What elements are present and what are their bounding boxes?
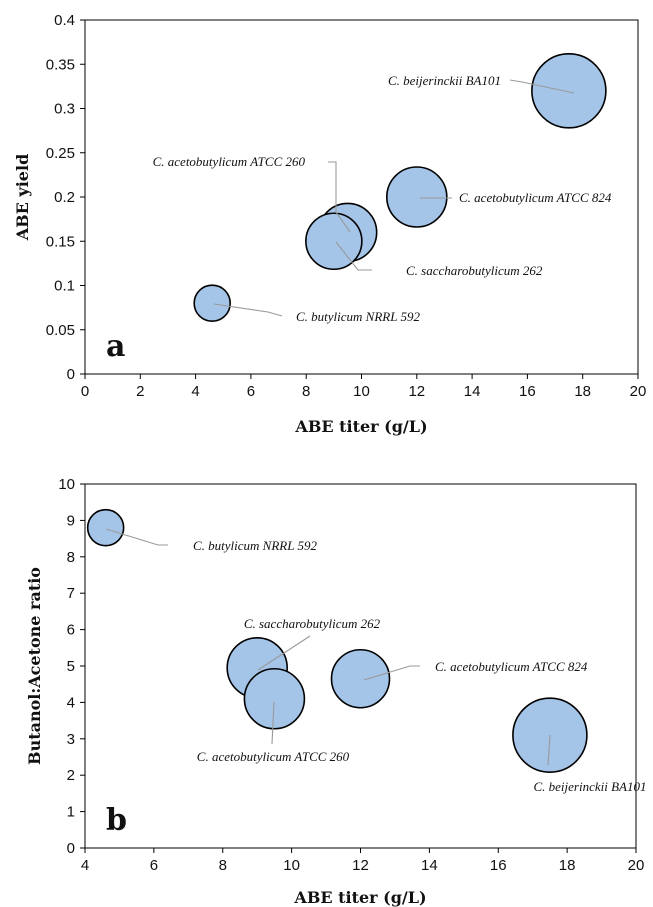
x-tick-label: 4 [191, 383, 199, 400]
point-label: C. saccharobutylicum 262 [244, 616, 381, 631]
y-tick-label: 0 [67, 840, 75, 857]
y-tick-label: 0.1 [54, 278, 75, 295]
x-tick-label: 14 [464, 383, 481, 400]
y-tick-label: 6 [67, 622, 75, 639]
bubble-point [385, 166, 448, 228]
point-label: C. beijerinckii BA101 [533, 779, 646, 794]
bubble-point [305, 212, 363, 271]
bubble-point [330, 648, 391, 709]
bubble-point [243, 667, 306, 730]
x-tick-label: 0 [81, 383, 89, 400]
x-tick-label: 16 [490, 857, 507, 874]
y-tick-label: 2 [67, 767, 75, 784]
point-label: C. saccharobutylicum 262 [406, 263, 543, 278]
panel-label: b [106, 803, 127, 838]
x-tick-label: 14 [421, 857, 438, 874]
x-tick-label: 4 [81, 857, 89, 874]
x-tick-label: 16 [519, 383, 536, 400]
leader-line [363, 665, 420, 681]
y-axis-title: ABE yield [13, 154, 32, 242]
y-axis-title: Butanol:Acetone ratio [25, 567, 44, 765]
x-tick-label: 8 [302, 383, 310, 400]
y-tick-label: 9 [67, 512, 75, 529]
x-tick-label: 12 [408, 383, 425, 400]
y-tick-label: 0.35 [46, 56, 75, 73]
point-label: C. acetobutylicum ATCC 824 [435, 659, 588, 674]
panel-a: 0 2 4 6 8 10 12 14 16 18 20 0 0.05 0.1 0.15 0.2 0.25 0.3 0… [13, 12, 646, 436]
leader-line [328, 161, 351, 233]
point-label: C. butylicum NRRL 592 [296, 309, 420, 324]
x-axis-title: ABE titer (g/L) [294, 417, 427, 436]
x-tick-label: 6 [150, 857, 158, 874]
point-label: C. acetobutylicum ATCC 824 [459, 190, 612, 205]
y-tick-label: 0.15 [46, 233, 75, 250]
point-label: C. butylicum NRRL 592 [193, 538, 317, 553]
leader-line [105, 528, 168, 546]
bubble-point [531, 53, 607, 129]
x-tick-label: 20 [630, 383, 647, 400]
y-tick-label: 0 [67, 366, 75, 383]
x-tick-label: 2 [136, 383, 144, 400]
x-tick-label: 6 [247, 383, 255, 400]
y-tick-label: 1 [67, 804, 75, 821]
leader-line [257, 635, 311, 671]
point-label: C. acetobutylicum ATCC 260 [153, 154, 306, 169]
y-tick-label: 0.05 [46, 322, 75, 339]
x-tick-label: 18 [574, 383, 591, 400]
x-tick-label: 20 [628, 857, 645, 874]
leader-line [271, 701, 275, 745]
bubble-point [193, 284, 231, 323]
y-tick-label: 5 [67, 658, 75, 675]
x-tick-label: 12 [352, 857, 369, 874]
x-tick-label: 8 [219, 857, 227, 874]
y-tick-label: 0.2 [54, 189, 75, 206]
x-axis-title: ABE titer (g/L) [293, 888, 426, 907]
leader-line [509, 79, 575, 94]
y-tick-label: 0.25 [46, 145, 75, 162]
y-tick-label: 10 [58, 476, 75, 493]
y-tick-label: 8 [67, 549, 75, 566]
panel-label: a [106, 329, 125, 364]
y-tick-label: 0.4 [54, 12, 75, 29]
point-label: C. beijerinckii BA101 [388, 73, 501, 88]
x-tick-label: 18 [559, 857, 576, 874]
y-tick-label: 4 [67, 694, 75, 711]
y-tick-label: 0.3 [54, 101, 75, 118]
x-tick-label: 10 [353, 383, 370, 400]
y-tick-label: 7 [67, 585, 75, 602]
bubble-point [86, 508, 125, 547]
leader-line [335, 241, 372, 271]
x-tick-label: 10 [283, 857, 300, 874]
leader-line [213, 303, 283, 317]
y-tick-label: 3 [67, 731, 75, 748]
point-label: C. acetobutylicum ATCC 260 [197, 749, 350, 764]
leader-line [547, 734, 551, 766]
